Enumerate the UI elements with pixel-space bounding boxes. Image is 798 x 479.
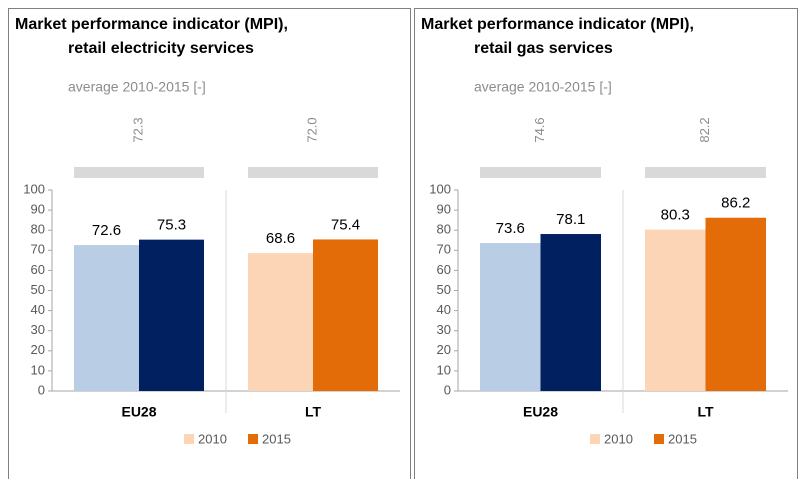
legend-label: 2015 [668,431,697,446]
data-label: 68.6 [266,230,295,247]
chart-subtitle: average 2010-2015 [-] [474,79,612,95]
bar [74,245,139,391]
y-tick-label: 80 [437,222,451,237]
data-label: 86.2 [721,195,750,212]
y-tick-label: 20 [437,342,451,357]
chart-subtitle: average 2010-2015 [-] [68,79,206,95]
x-tick-label: LT [305,404,322,420]
y-tick-label: 50 [437,282,451,297]
average-label: 72.0 [304,117,319,142]
bar [645,229,706,391]
y-tick-label: 90 [437,202,451,217]
average-label: 72.3 [130,117,145,142]
chart-title: retail electricity services [68,40,254,57]
y-tick-label: 30 [31,322,45,337]
y-tick-label: 80 [31,222,45,237]
y-tick-label: 60 [437,262,451,277]
y-tick-label: 50 [31,282,45,297]
chart-title: Market performance indicator (MPI), [15,16,288,33]
legend-swatch [184,434,194,444]
panel-border [8,8,411,479]
y-tick-label: 0 [38,382,45,397]
x-tick-label: LT [697,404,714,420]
legend-label: 2015 [262,431,291,446]
data-label: 73.6 [496,220,525,237]
x-tick-label: EU28 [523,404,558,420]
y-tick-label: 10 [31,362,45,377]
chart-title: retail gas services [474,40,613,57]
bar [248,253,313,391]
data-label: 80.3 [661,207,690,224]
bar [480,243,541,391]
data-label: 75.4 [331,216,360,233]
y-tick-label: 40 [437,302,451,317]
bar [540,234,601,391]
y-tick-label: 60 [31,262,45,277]
average-label: 82.2 [697,117,712,142]
y-tick-label: 70 [31,242,45,257]
data-label: 78.1 [556,211,585,228]
legend-swatch [654,434,664,444]
average-bar [645,167,766,178]
bar [705,217,766,391]
legend-label: 2010 [604,431,633,446]
y-tick-label: 30 [437,322,451,337]
legend-swatch [590,434,600,444]
data-label: 75.3 [157,217,186,234]
y-tick-label: 0 [444,382,451,397]
chart-title: Market performance indicator (MPI), [421,16,694,33]
bar [313,239,378,391]
average-bar [74,167,204,178]
y-tick-label: 20 [31,342,45,357]
legend-label: 2010 [198,431,227,446]
average-bar [480,167,601,178]
y-tick-label: 90 [31,202,45,217]
data-label: 72.6 [92,222,121,239]
y-tick-label: 40 [31,302,45,317]
bar [139,239,204,391]
y-tick-label: 70 [437,242,451,257]
average-bar [248,167,378,178]
average-label: 74.6 [532,117,547,142]
x-tick-label: EU28 [121,404,156,420]
y-tick-label: 100 [23,181,45,196]
y-tick-label: 10 [437,362,451,377]
legend-swatch [248,434,258,444]
y-tick-label: 100 [429,181,451,196]
